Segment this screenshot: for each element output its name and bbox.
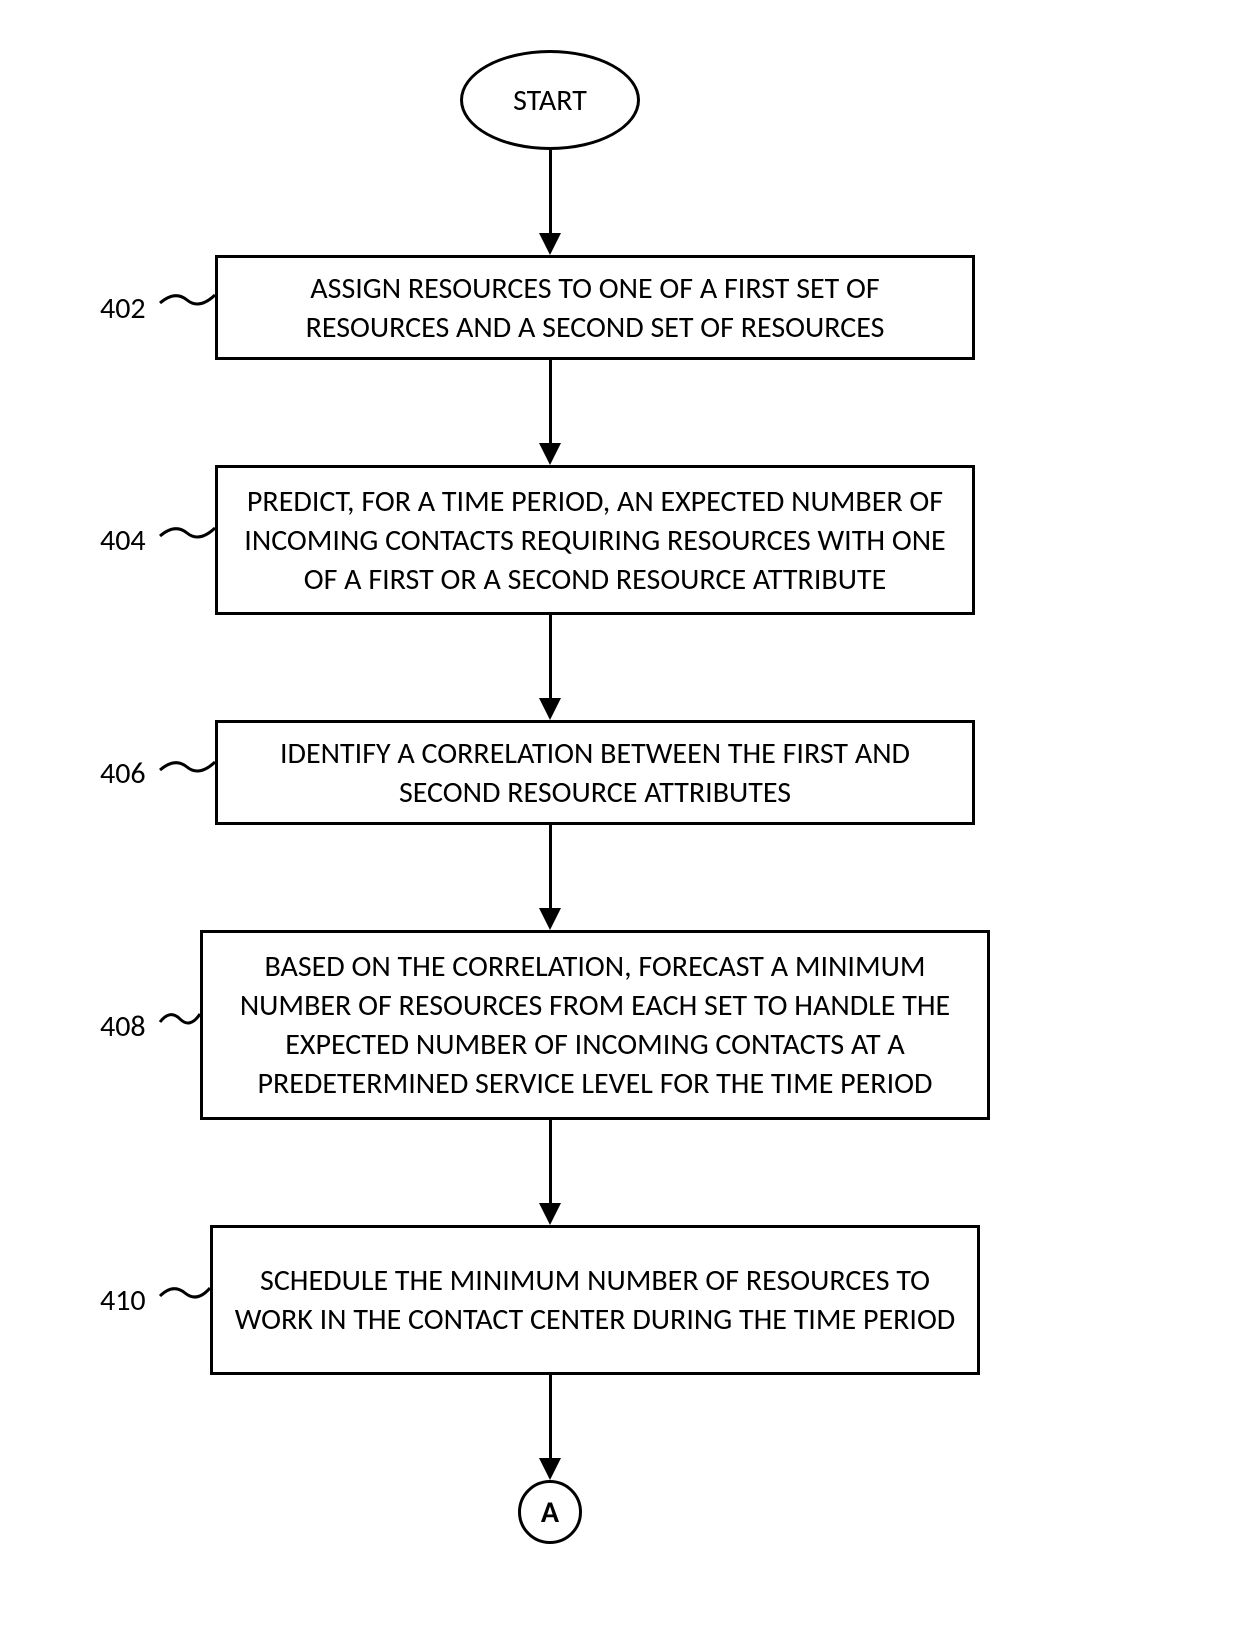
ref-408: 408: [100, 1008, 146, 1045]
ref-406: 406: [100, 755, 146, 792]
step-406-text: IDENTIFY A CORRELATION BETWEEN THE FIRST…: [238, 734, 952, 812]
flowchart-container: START ASSIGN RESOURCES TO ONE OF A FIRST…: [0, 0, 1240, 1645]
squiggle-410: [155, 1278, 215, 1308]
connector-a-label: A: [541, 1494, 559, 1531]
ref-402: 402: [100, 290, 146, 327]
connector-a: A: [518, 1480, 582, 1544]
step-404: PREDICT, FOR A TIME PERIOD, AN EXPECTED …: [215, 465, 975, 615]
squiggle-402: [155, 285, 220, 315]
start-label: START: [513, 82, 587, 119]
step-410-text: SCHEDULE THE MINIMUM NUMBER OF RESOURCES…: [233, 1261, 957, 1339]
ref-410: 410: [100, 1282, 146, 1319]
squiggle-406: [155, 752, 220, 782]
step-408-text: BASED ON THE CORRELATION, FORECAST A MIN…: [223, 947, 967, 1103]
step-406: IDENTIFY A CORRELATION BETWEEN THE FIRST…: [215, 720, 975, 825]
squiggle-404: [155, 518, 220, 548]
squiggle-408: [155, 1004, 205, 1034]
step-402: ASSIGN RESOURCES TO ONE OF A FIRST SET O…: [215, 255, 975, 360]
step-408: BASED ON THE CORRELATION, FORECAST A MIN…: [200, 930, 990, 1120]
start-node: START: [460, 50, 640, 150]
step-410: SCHEDULE THE MINIMUM NUMBER OF RESOURCES…: [210, 1225, 980, 1375]
step-404-text: PREDICT, FOR A TIME PERIOD, AN EXPECTED …: [238, 482, 952, 599]
step-402-text: ASSIGN RESOURCES TO ONE OF A FIRST SET O…: [238, 269, 952, 347]
ref-404: 404: [100, 522, 146, 559]
